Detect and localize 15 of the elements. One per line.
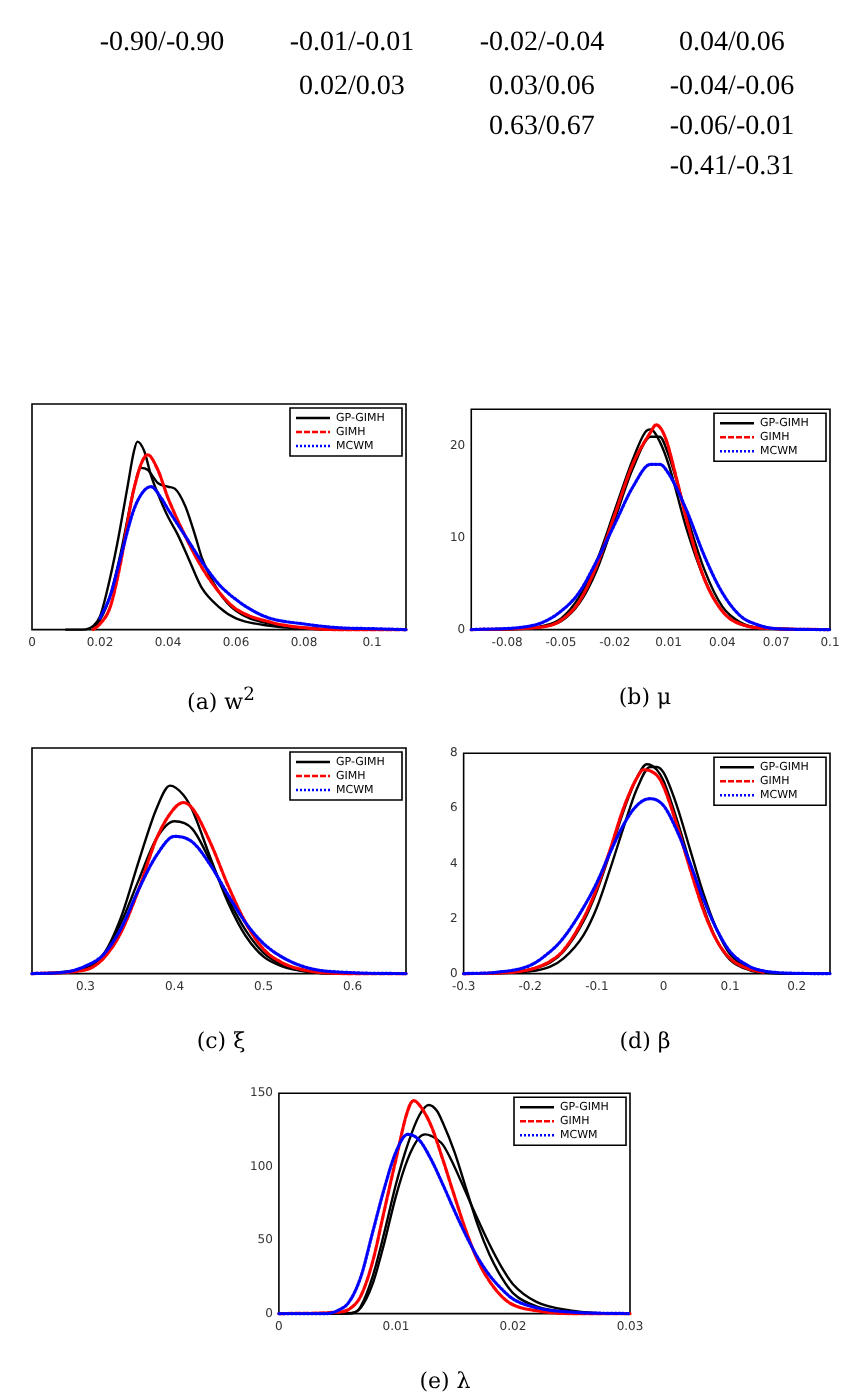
text: (c) ξ [194, 1028, 248, 1054]
text: 0.63/0.67 [489, 112, 595, 142]
text: (d) β [617, 1028, 673, 1054]
text: 0.04/0.06 [679, 28, 785, 58]
text: (e) λ [417, 1368, 473, 1392]
text: -0.06/-0.01 [669, 112, 795, 142]
text: -0.01/-0.01 [289, 28, 415, 58]
text: -0.90/-0.90 [99, 28, 225, 58]
text: -0.41/-0.31 [669, 152, 795, 182]
text: -0.02/-0.04 [479, 28, 605, 58]
text: 0.02/0.03 [299, 72, 405, 102]
text: 0.03/0.06 [489, 72, 595, 102]
text: -0.04/-0.06 [669, 72, 795, 102]
text: (a) w$^{2}$ [185, 684, 257, 716]
text: (b) μ [616, 684, 674, 710]
